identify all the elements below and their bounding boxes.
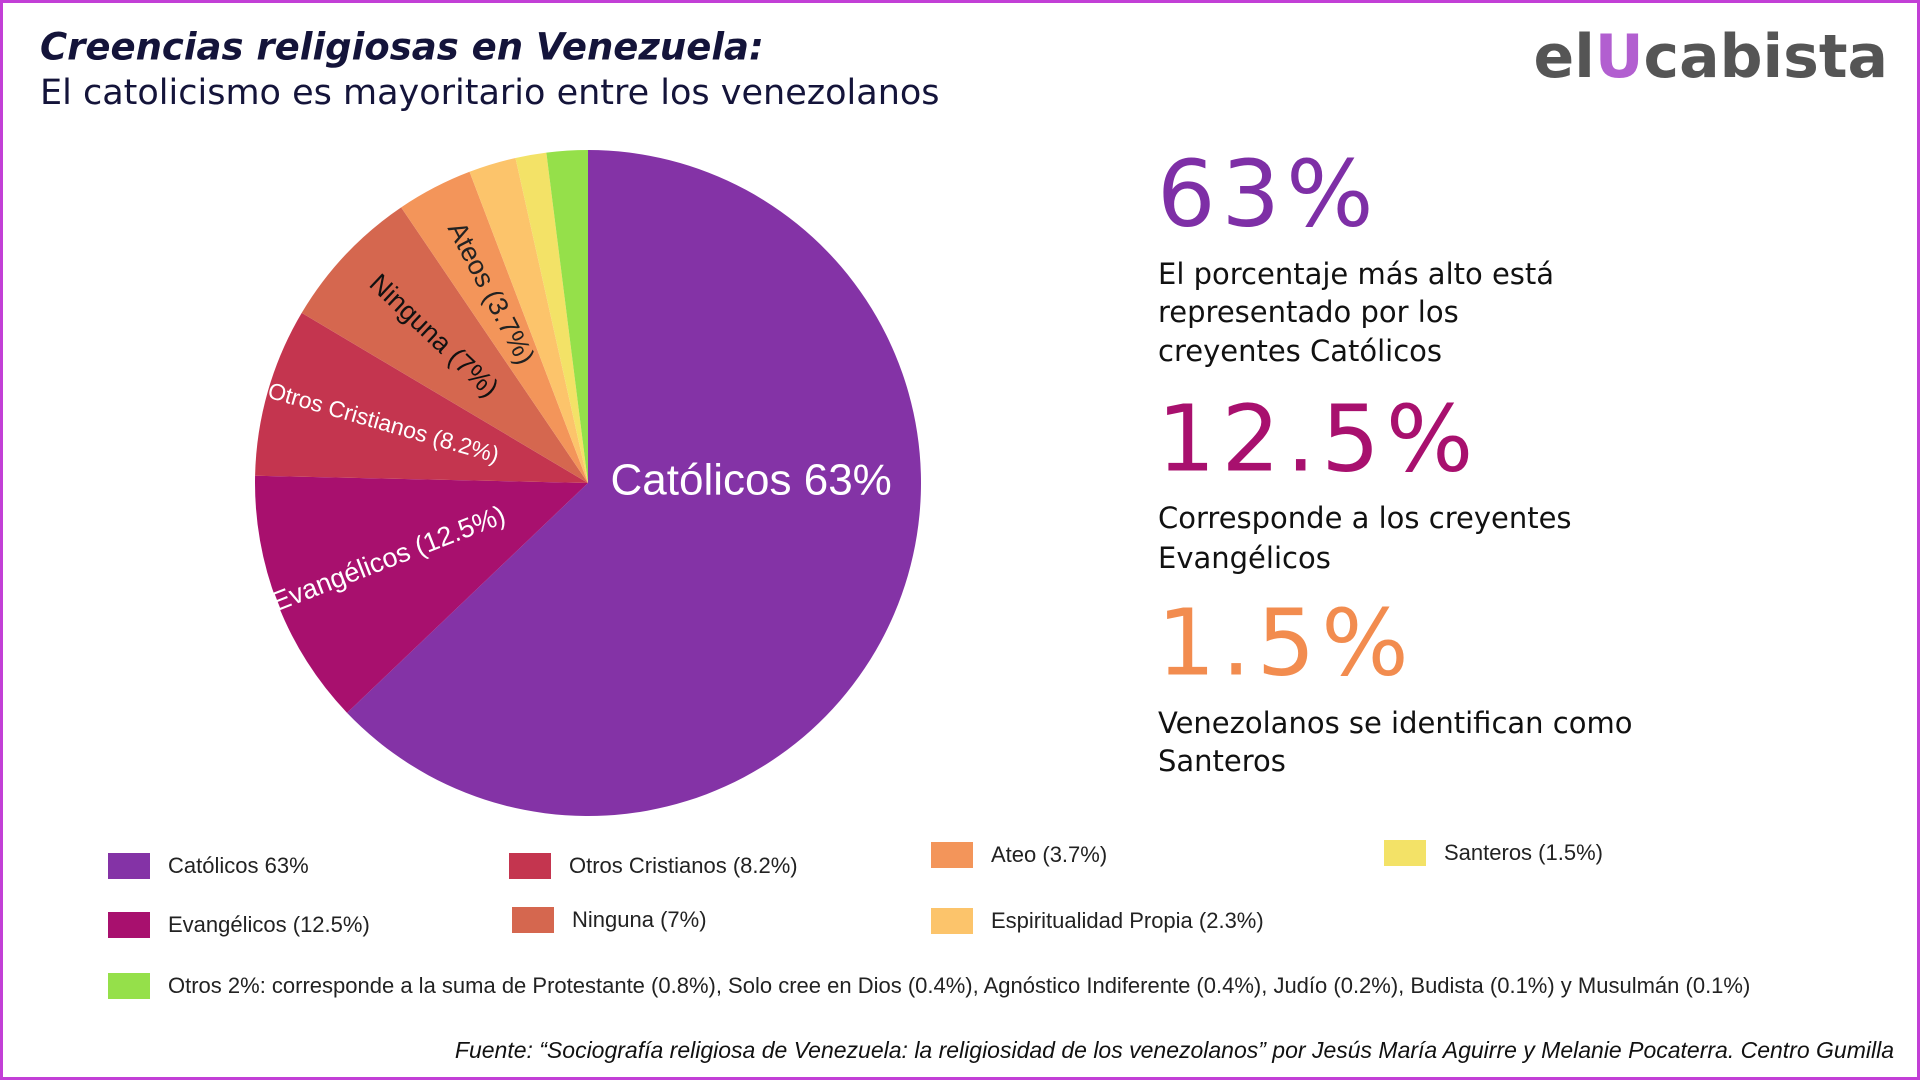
pie-slice (469, 157, 588, 484)
legend-swatch (931, 908, 973, 934)
pie-slice (515, 152, 588, 483)
highlight-text: creyentes Católicos (1158, 334, 1442, 368)
legend-label: Otros Cristianos (8.2%) (569, 853, 798, 878)
legend-swatch (108, 912, 150, 938)
pie-slice (254, 475, 588, 713)
logo-part: U (1595, 22, 1644, 92)
logo-part: cabista (1644, 22, 1888, 92)
legend: Católicos 63% Evangélicos (12.5%) Otros Cr… (108, 840, 1750, 999)
highlight-text: El porcentaje más alto está (1158, 257, 1554, 291)
pie-slice (347, 150, 921, 816)
legend-swatch (512, 907, 554, 933)
highlight-text: representado por los (1158, 295, 1459, 329)
legend-swatch (108, 853, 150, 879)
legend-swatch (108, 973, 150, 999)
pie-slice (401, 171, 588, 483)
logo-part: el (1534, 22, 1595, 92)
chart-subtitle: El catolicismo es mayoritario entre los … (40, 73, 940, 113)
legend-label: Ninguna (7%) (572, 907, 707, 932)
legend-label: Santeros (1.5%) (1444, 840, 1603, 865)
pie-slice (255, 312, 588, 483)
source: Fuente: “Sociografía religiosa de Venezu… (455, 1037, 1894, 1063)
highlight-value: 12.5% (1157, 385, 1479, 492)
highlight-text: Santeros (1158, 744, 1286, 778)
pie-slice (301, 207, 588, 483)
legend-label: Otros 2%: corresponde a la suma de Prote… (168, 973, 1750, 998)
legend-swatch (931, 842, 973, 868)
logo: elUcabista (1534, 22, 1888, 92)
highlight-text: Venezolanos se identifican como (1158, 706, 1632, 740)
legend-label: Ateo (3.7%) (991, 842, 1107, 867)
highlights: 63% El porcentaje más alto está representa… (1157, 140, 1632, 778)
highlight-value: 63% (1157, 140, 1379, 247)
slice-label: Católicos 63% (611, 456, 892, 505)
legend-swatch (509, 853, 551, 879)
pie-slice (546, 150, 588, 483)
legend-swatch (1384, 840, 1426, 866)
highlight-value: 1.5% (1157, 589, 1415, 696)
chart-title: Creencias religiosas en Venezuela: (40, 26, 764, 69)
highlight-text: Evangélicos (1158, 541, 1331, 575)
pie: Católicos 63%Evangélicos (12.5%)Otros Cr… (254, 150, 921, 816)
legend-label: Espiritualidad Propia (2.3%) (991, 908, 1264, 933)
highlight-text: Corresponde a los creyentes (1158, 501, 1572, 535)
legend-label: Católicos 63% (168, 853, 309, 878)
legend-label: Evangélicos (12.5%) (168, 912, 370, 937)
